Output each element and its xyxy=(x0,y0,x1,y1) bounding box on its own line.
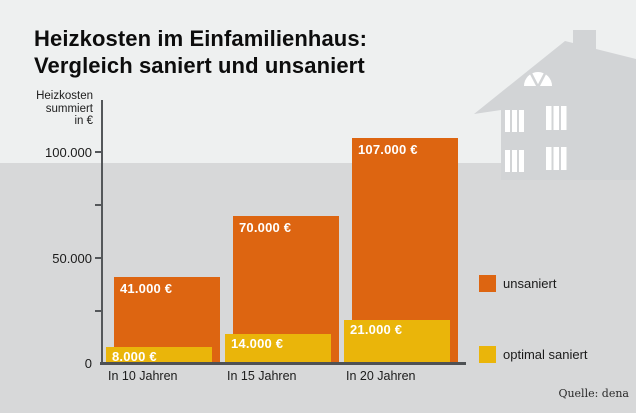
legend-entry-unsaniert: unsaniert xyxy=(479,275,556,292)
x-category-label: In 15 Jahren xyxy=(227,369,297,383)
y-tick-label-100000: 100.000 xyxy=(45,145,92,160)
bar-value-label: 14.000 € xyxy=(231,336,284,351)
bar-saniert: 8.000 € xyxy=(106,347,212,364)
legend-swatch-saniert xyxy=(479,346,496,363)
bar-saniert: 14.000 € xyxy=(225,334,331,364)
house-body xyxy=(474,30,636,180)
bar-saniert: 21.000 € xyxy=(344,320,450,364)
y-axis-label: Heizkosten summiert in € xyxy=(36,90,93,127)
legend-label-optimal-saniert: optimal saniert xyxy=(503,347,588,362)
house-silhouette xyxy=(474,30,636,180)
y-tick-100000 xyxy=(95,151,102,153)
bar-value-label: 107.000 € xyxy=(358,142,418,157)
y-tick-label-50000: 50.000 xyxy=(52,251,92,266)
legend-label-unsaniert: unsaniert xyxy=(503,276,557,291)
bar-value-label: 21.000 € xyxy=(350,322,403,337)
x-category-label: In 10 Jahren xyxy=(108,369,178,383)
source-credit: Quelle: dena xyxy=(558,387,629,400)
title-line-1: Heizkosten im Einfamilienhaus: xyxy=(34,26,368,51)
y-tick-25000 xyxy=(95,310,102,312)
bar-value-label: 70.000 € xyxy=(239,220,292,235)
y-tick-75000 xyxy=(95,204,102,206)
house-window xyxy=(505,106,567,172)
title-line-2: Vergleich saniert und unsaniert xyxy=(34,53,365,78)
legend-entry-optimal-saniert: optimal saniert xyxy=(479,346,588,363)
y-tick-label-0: 0 xyxy=(84,356,92,371)
bar-value-label: 8.000 € xyxy=(112,349,157,364)
legend-swatch-unsaniert xyxy=(479,275,496,292)
x-axis-line xyxy=(100,362,466,365)
page-title: Heizkosten im Einfamilienhaus: Vergleich… xyxy=(34,25,367,79)
bar-value-label: 41.000 € xyxy=(120,281,173,296)
y-tick-50000 xyxy=(95,257,102,259)
fan-window xyxy=(524,72,552,88)
x-category-label: In 20 Jahren xyxy=(346,369,416,383)
y-axis-line xyxy=(101,100,103,364)
